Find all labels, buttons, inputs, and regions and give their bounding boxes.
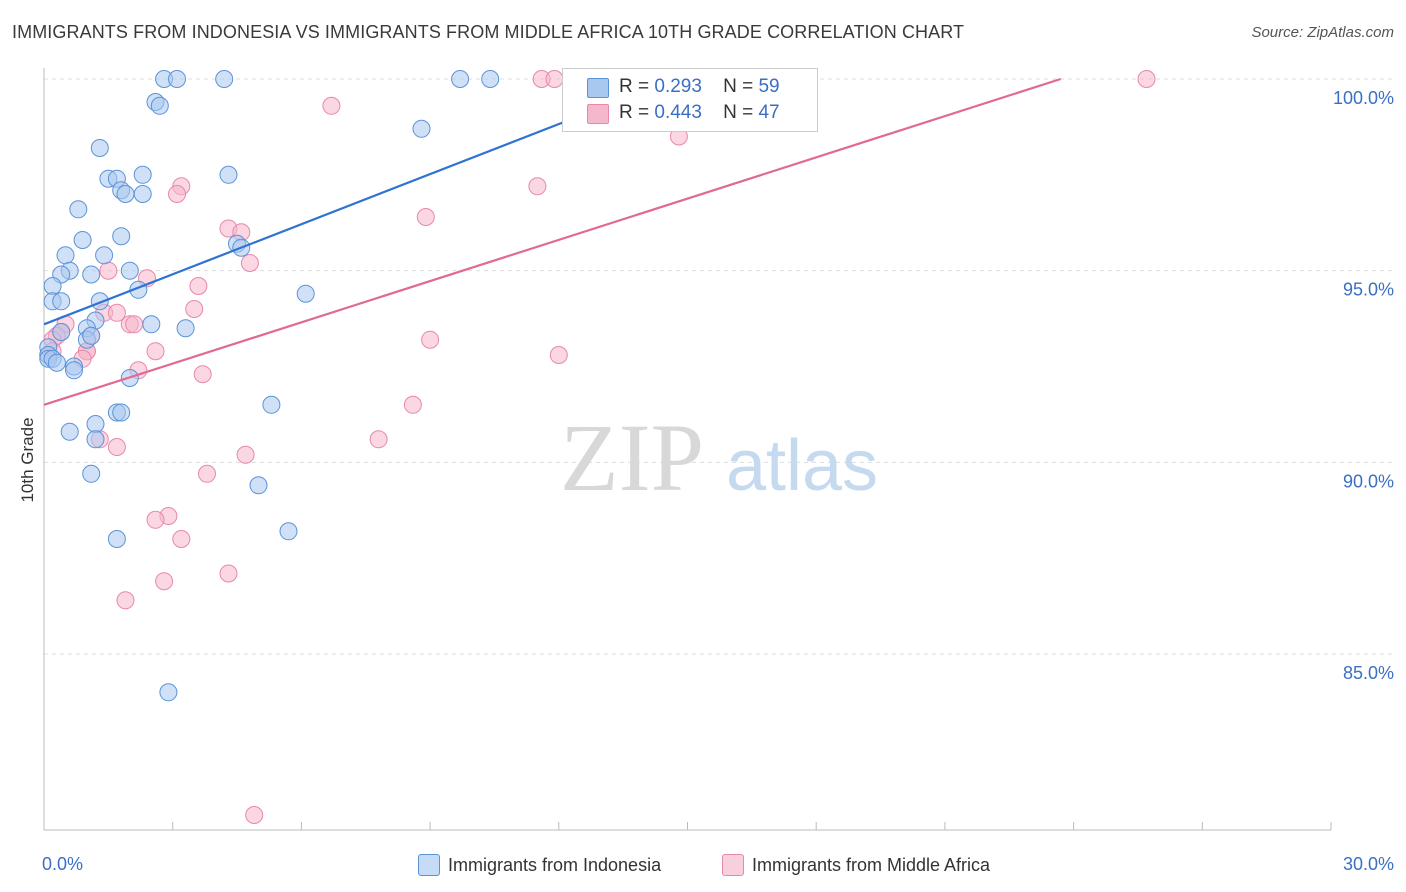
middle-africa-point [168, 185, 186, 203]
indonesia-point [133, 165, 152, 184]
middle-africa-point [155, 572, 174, 591]
middle-africa-trend-line [43, 77, 1062, 406]
stats-r-label: R = [619, 76, 650, 97]
middle-africa-point [236, 445, 255, 464]
indonesia-point [69, 200, 88, 219]
tick-labels: 85.0% 90.0% 95.0% 100.0% 0.0% 30.0% [42, 88, 1394, 874]
middle-africa-point [198, 464, 216, 483]
indonesia-point [159, 683, 178, 702]
indonesia-point [133, 185, 152, 203]
indonesia-point [150, 96, 169, 115]
indonesia-point [82, 326, 101, 345]
stats-n-value: 59 [758, 76, 780, 97]
middle-africa-point [116, 591, 135, 610]
series-legend: Immigrants from Indonesia Immigrants fro… [0, 850, 1406, 880]
indonesia-point [176, 319, 195, 338]
indonesia-point [215, 70, 234, 88]
gridlines [44, 78, 1394, 655]
stats-r-value: 0.293 [654, 76, 702, 97]
indonesia-point [95, 246, 114, 265]
indonesia-point [112, 403, 131, 422]
y-tick-label: 90.0% [1343, 471, 1394, 491]
middle-africa-point [125, 315, 144, 334]
axes [43, 68, 1332, 831]
middle-africa-point [369, 430, 388, 449]
middle-africa-swatch-icon [722, 854, 744, 876]
watermark-atlas: atlas [726, 426, 878, 506]
x-tick-label-min: 0.0% [42, 854, 83, 874]
indonesia-point [90, 139, 109, 157]
middle-africa-point [545, 70, 564, 88]
middle-africa-point [185, 300, 204, 318]
stats-n-label: N = [723, 102, 754, 123]
indonesia-point [296, 284, 315, 303]
indonesia-point [82, 464, 101, 483]
indonesia-point [107, 530, 126, 548]
indonesia-point [249, 476, 268, 495]
y-tick-label: 100.0% [1333, 88, 1394, 108]
indonesia-point [60, 422, 79, 441]
indonesia-point [219, 165, 238, 184]
legend-label-middle-africa: Immigrants from Middle Africa [752, 855, 991, 875]
series-indonesia-points [39, 70, 500, 702]
indonesia-point [279, 522, 298, 541]
indonesia-point [112, 227, 131, 246]
indonesia-point [168, 70, 186, 88]
indonesia-point [86, 415, 105, 433]
middle-africa-point [245, 806, 264, 824]
indonesia-point [262, 395, 281, 414]
indonesia-point [43, 277, 62, 295]
indonesia-point [412, 119, 431, 138]
x-tick-label-max: 30.0% [1343, 854, 1394, 874]
middle-africa-point [193, 365, 212, 384]
middle-africa-point [189, 277, 208, 295]
indonesia-point [120, 261, 139, 280]
stats-r-label: R = [619, 102, 650, 123]
middle-africa-point [107, 303, 126, 322]
stats-n-value: 47 [758, 102, 780, 123]
watermark-zip: ZIP [560, 404, 704, 511]
y-tick-label: 95.0% [1343, 280, 1394, 300]
indonesia-point [52, 323, 71, 341]
middle-africa-point [146, 342, 165, 361]
indonesia-point [451, 70, 470, 88]
middle-africa-point [1137, 70, 1156, 88]
stats-r-value: 0.443 [654, 102, 702, 123]
indonesia-point [65, 361, 83, 380]
middle-africa-swatch-icon [587, 104, 609, 124]
middle-africa-point [403, 395, 422, 414]
indonesia-point [47, 353, 66, 372]
middle-africa-point [107, 438, 126, 456]
chart-title: IMMIGRANTS FROM INDONESIA VS IMMIGRANTS … [12, 22, 965, 42]
middle-africa-point [416, 208, 435, 226]
middle-africa-point [421, 330, 440, 349]
middle-africa-point [322, 96, 341, 115]
indonesia-point [90, 292, 109, 311]
middle-africa-point [528, 177, 547, 196]
indonesia-point [73, 231, 92, 249]
indonesia-swatch-icon [418, 854, 440, 876]
indonesia-point [82, 265, 101, 284]
indonesia-swatch-icon [587, 78, 609, 98]
middle-africa-point [146, 510, 165, 529]
source-note: Source: ZipAtlas.com [1251, 24, 1394, 41]
middle-africa-point [172, 530, 191, 548]
indonesia-point [56, 246, 75, 265]
stats-n-label: N = [723, 76, 754, 97]
middle-africa-point [549, 346, 568, 364]
indonesia-point [142, 315, 161, 334]
indonesia-point [481, 70, 500, 88]
indonesia-point [116, 185, 135, 203]
y-tick-label: 85.0% [1343, 663, 1394, 683]
stats-legend: R = 0.293 N = 59 R = 0.443 N = 47 [562, 68, 818, 132]
watermark: ZIP atlas [560, 404, 878, 511]
legend-label-indonesia: Immigrants from Indonesia [448, 855, 662, 875]
middle-africa-point [240, 254, 259, 272]
indonesia-point [52, 292, 71, 311]
indonesia-point [86, 430, 105, 449]
middle-africa-point [219, 564, 238, 583]
middle-africa-point [99, 261, 118, 280]
